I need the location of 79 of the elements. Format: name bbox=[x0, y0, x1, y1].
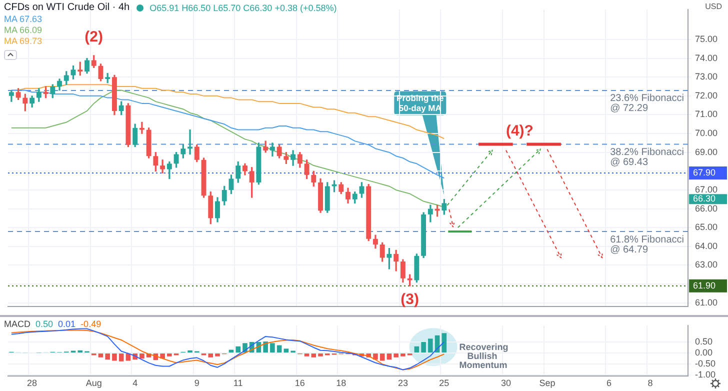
bar bbox=[105, 354, 110, 360]
ref-line-label: 23.6% Fibonacci @ 72.29 bbox=[610, 93, 684, 114]
ref-line-label: 67.90 bbox=[693, 168, 716, 178]
x-tick-label: Aug bbox=[86, 378, 102, 388]
bar bbox=[380, 354, 385, 361]
bar bbox=[373, 354, 378, 360]
bar bbox=[304, 354, 310, 356]
chart-subtitle: O65.91 H66.50 L65.70 C66.30 +0.38 (+0.58%) bbox=[150, 2, 337, 12]
bar bbox=[228, 350, 234, 353]
ref-line-label: 61.8% Fibonacci @ 64.79 bbox=[610, 234, 684, 256]
bar bbox=[118, 354, 124, 362]
bar bbox=[394, 354, 398, 358]
chart-title: CFDs on WTI Crude Oil · 4h bbox=[4, 2, 130, 13]
annotation: (3) bbox=[400, 291, 419, 308]
y-tick-label: 0.00 bbox=[695, 347, 713, 358]
x-tick-label: 11 bbox=[233, 378, 243, 388]
bar bbox=[78, 350, 83, 353]
text: MA 69.73 bbox=[4, 36, 42, 47]
bar bbox=[263, 342, 268, 353]
bar bbox=[284, 348, 289, 353]
y-tick-label: 69.00 bbox=[695, 146, 718, 157]
text: MA 66.09 bbox=[4, 25, 42, 36]
x-tick-label: 25 bbox=[439, 378, 450, 388]
bar bbox=[112, 354, 117, 361]
y-tick-label: 71.00 bbox=[695, 109, 718, 120]
annotation: (2) bbox=[84, 28, 104, 46]
x-tick-label: 8 bbox=[648, 378, 653, 388]
x-tick-label: 28 bbox=[27, 378, 38, 388]
bar bbox=[98, 354, 104, 358]
text: 66.30 bbox=[693, 194, 716, 204]
y-tick-label: 72.00 bbox=[695, 90, 718, 100]
y-tick-label: 73.00 bbox=[695, 72, 718, 82]
y-tick-label: 74.00 bbox=[695, 52, 718, 63]
x-tick-label: 6 bbox=[606, 378, 612, 388]
text: MA 67.63 bbox=[4, 14, 42, 25]
bar bbox=[421, 342, 426, 353]
bar bbox=[236, 346, 241, 353]
y-tick-label: 61.00 bbox=[695, 297, 718, 308]
bar bbox=[160, 354, 165, 359]
x-tick-label: 4 bbox=[132, 378, 138, 388]
x-tick-label: 18 bbox=[336, 378, 346, 388]
bar bbox=[442, 333, 447, 353]
bar bbox=[276, 345, 282, 353]
y-tick-label: 64.00 bbox=[695, 240, 718, 251]
y-tick-label: 66.00 bbox=[695, 203, 718, 214]
y-tick-label: -1.00 bbox=[695, 370, 716, 380]
bar bbox=[270, 343, 275, 353]
chart-title: MACD bbox=[4, 319, 30, 329]
y-tick-label: 63.00 bbox=[695, 260, 718, 270]
ref-line-label: 61.90 bbox=[693, 280, 716, 290]
annotation: 0.50 bbox=[36, 319, 54, 329]
x-tick-label: 16 bbox=[294, 378, 305, 388]
bar bbox=[215, 354, 220, 356]
annotation: (4)? bbox=[506, 122, 534, 140]
y-tick-label: 75.00 bbox=[695, 34, 718, 44]
annotation: 0.01 bbox=[58, 319, 76, 329]
y-tick-label: -0.50 bbox=[695, 358, 716, 369]
y-tick-label: 65.00 bbox=[695, 222, 718, 232]
bar bbox=[140, 354, 144, 359]
bar bbox=[318, 354, 323, 356]
bar bbox=[414, 346, 420, 353]
y-tick-label: 0.50 bbox=[695, 336, 713, 346]
bar bbox=[428, 338, 433, 353]
bar bbox=[400, 354, 406, 356]
x-tick-label: 23 bbox=[398, 378, 408, 388]
annotation: -0.49 bbox=[80, 319, 102, 329]
y-tick-label: 67.00 bbox=[695, 184, 718, 194]
bar bbox=[311, 354, 316, 358]
bar bbox=[386, 354, 392, 360]
ref-line-label: 38.2% Fibonacci @ 69.43 bbox=[610, 147, 684, 168]
bar bbox=[167, 354, 172, 356]
y-tick-label: 70.00 bbox=[695, 128, 718, 138]
bar bbox=[188, 350, 192, 353]
x-tick-label: 9 bbox=[194, 378, 200, 388]
annotation: Recovering Bullish Momentum bbox=[459, 342, 508, 370]
bar bbox=[208, 354, 214, 358]
x-tick-label: Sep bbox=[539, 378, 556, 388]
y-axis-title: USD bbox=[705, 2, 722, 11]
x-tick-label: 30 bbox=[500, 378, 511, 388]
